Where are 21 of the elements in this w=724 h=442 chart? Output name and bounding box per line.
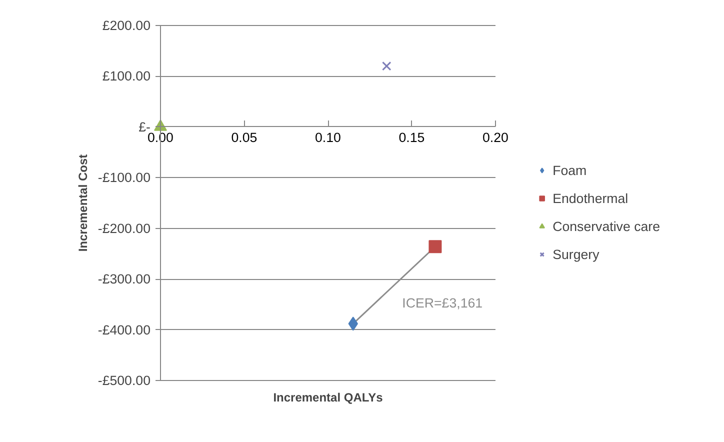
legend-label: Surgery — [552, 246, 600, 262]
y-axis-title: Incremental Cost — [76, 154, 90, 252]
y-tick-label: -£500.00 — [98, 373, 151, 388]
x-tick-label: 0.20 — [482, 130, 508, 145]
y-tick-label: £100.00 — [102, 68, 151, 84]
x-tick-label: 0.10 — [315, 130, 341, 145]
y-tick-label: -£100.00 — [98, 170, 151, 186]
legend-label: Foam — [552, 162, 587, 178]
y-tick-label: -£400.00 — [98, 322, 151, 338]
x-tick-label: 0.15 — [398, 130, 425, 145]
y-tick-label: £200.00 — [102, 18, 151, 33]
annotation: ICER=£3,161 — [402, 296, 483, 311]
y-tick-label: £- — [138, 119, 151, 134]
point — [382, 61, 392, 71]
legend-label: Endothermal — [552, 190, 628, 206]
point — [428, 240, 442, 254]
y-tick-label: -£300.00 — [98, 272, 151, 287]
x-axis-title: Incremental QALYs — [273, 390, 384, 404]
y-tick-label: -£200.00 — [98, 220, 151, 236]
x-tick-label: 0.05 — [231, 130, 258, 145]
legend-label: Conservative care — [552, 218, 660, 234]
